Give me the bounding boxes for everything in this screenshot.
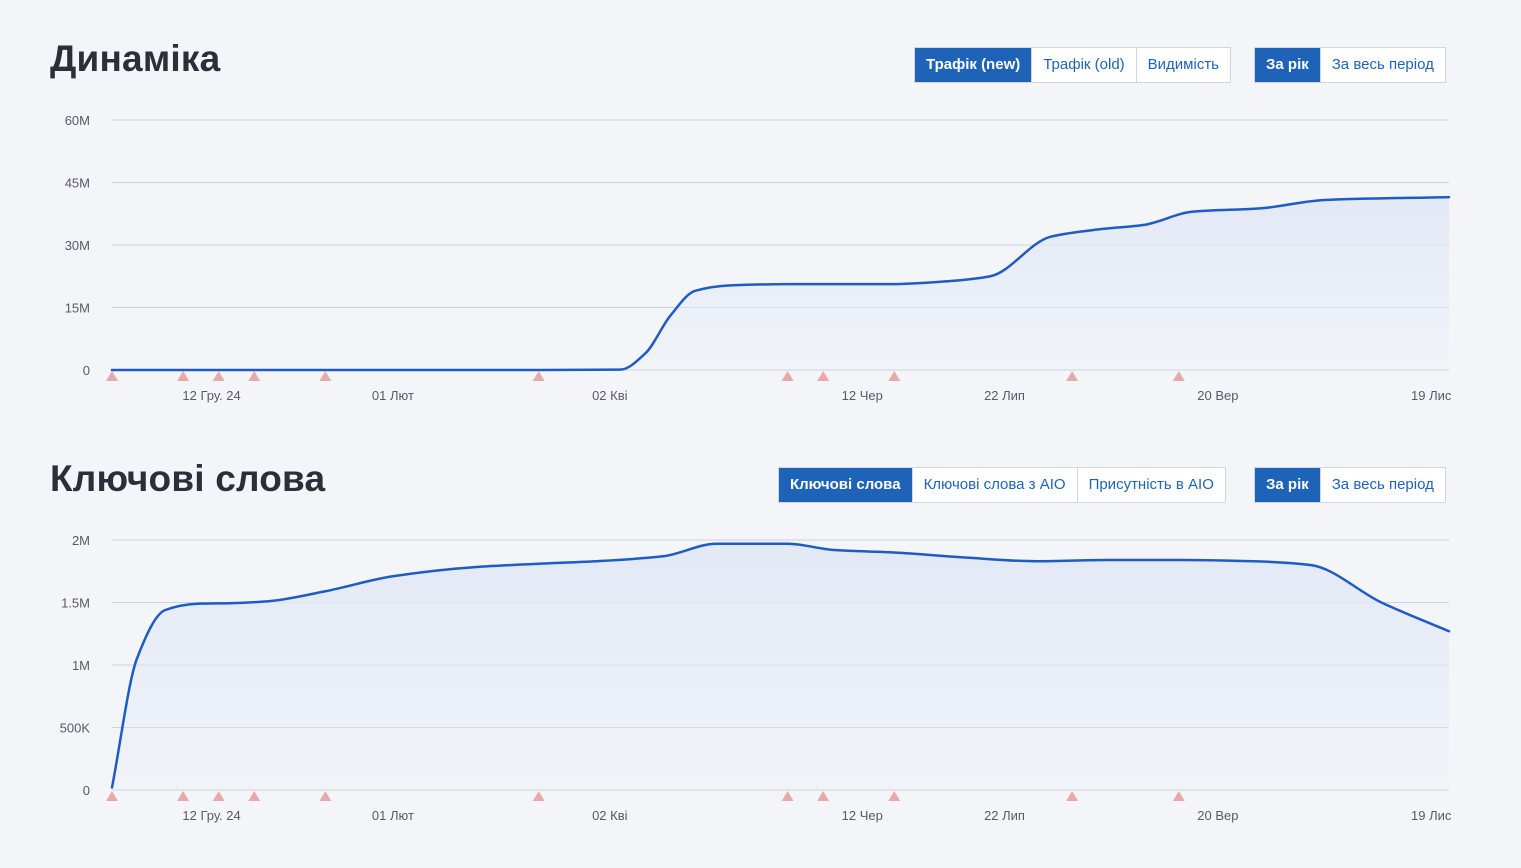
event-marker[interactable] [532, 371, 545, 381]
y-tick-label: 2M [72, 533, 90, 548]
event-marker[interactable] [817, 371, 830, 381]
event-marker[interactable] [888, 791, 901, 801]
event-marker[interactable] [177, 371, 190, 381]
tab-traffic-new[interactable]: Трафік (new) [915, 48, 1032, 82]
event-marker[interactable] [1172, 371, 1185, 381]
series-line [110, 542, 1451, 789]
event-marker[interactable] [106, 371, 118, 381]
y-tick-label: 0 [83, 783, 90, 798]
series-line [110, 195, 1451, 372]
traffic-section-title: Динаміка [50, 38, 221, 79]
event-marker[interactable] [248, 371, 261, 381]
x-tick-label: 19 Лис [1411, 388, 1452, 403]
y-tick-label: 1M [72, 658, 90, 673]
event-marker[interactable] [781, 371, 794, 381]
x-tick-label: 12 Гру. 24 [182, 808, 240, 823]
y-tick-label: 15M [65, 301, 90, 316]
y-tick-label: 30M [65, 238, 90, 253]
x-tick-label: 20 Вер [1197, 808, 1238, 823]
x-tick-label: 12 Чер [842, 808, 883, 823]
period-year-button[interactable]: За рік [1255, 48, 1320, 82]
tab-keywords[interactable]: Ключові слова [779, 468, 912, 502]
x-tick-label: 19 Лис [1411, 808, 1452, 823]
x-tick-label: 01 Лют [372, 808, 414, 823]
event-marker[interactable] [781, 791, 794, 801]
traffic-chart: 0 15M 30M 45M 60M 12 Гру. 24 01 Лют 02 Кві 12 Че… [65, 113, 1452, 403]
tab-visibility[interactable]: Видимість [1135, 48, 1231, 82]
event-marker[interactable] [1172, 791, 1185, 801]
x-tick-label: 20 Вер [1197, 388, 1238, 403]
x-tick-label: 22 Лип [984, 808, 1025, 823]
traffic-section: Динаміка Трафік (new) Трафік (old) Видим… [0, 0, 1521, 430]
y-tick-label: 60M [65, 113, 90, 128]
event-marker[interactable] [1066, 371, 1079, 381]
event-marker[interactable] [532, 791, 545, 801]
y-tick-label: 500K [60, 721, 91, 736]
event-marker[interactable] [212, 371, 225, 381]
event-marker[interactable] [212, 791, 225, 801]
tab-keywords-aio[interactable]: Ключові слова з AIO [911, 468, 1077, 502]
keywords-section: Ключові слова Ключові слова Ключові слов… [0, 420, 1521, 850]
traffic-metric-tabs: Трафік (new) Трафік (old) Видимість [914, 47, 1232, 83]
event-marker[interactable] [319, 371, 332, 381]
x-tick-label: 12 Гру. 24 [182, 388, 240, 403]
traffic-period-tabs: За рік За весь період [1254, 47, 1446, 83]
tab-traffic-old[interactable]: Трафік (old) [1031, 48, 1136, 82]
y-tick-label: 45M [65, 176, 90, 191]
keywords-period-tabs: За рік За весь період [1254, 467, 1446, 503]
event-marker[interactable] [319, 791, 332, 801]
period-all-time-button[interactable]: За весь період [1319, 468, 1445, 502]
period-all-time-button[interactable]: За весь період [1319, 48, 1445, 82]
event-marker[interactable] [888, 371, 901, 381]
series-area [112, 543, 1449, 790]
x-tick-label: 01 Лют [372, 388, 414, 403]
series-area [112, 197, 1449, 370]
keywords-chart: 0 500K 1M 1.5M 2M 12 Гру. 24 01 Лют 02 Кві 12 Че… [60, 533, 1452, 823]
x-tick-label: 12 Чер [842, 388, 883, 403]
event-marker[interactable] [1066, 791, 1079, 801]
x-tick-label: 22 Лип [984, 388, 1025, 403]
period-year-button[interactable]: За рік [1255, 468, 1320, 502]
event-marker[interactable] [248, 791, 261, 801]
keywords-section-title: Ключові слова [50, 458, 326, 499]
event-marker[interactable] [177, 791, 190, 801]
keywords-metric-tabs: Ключові слова Ключові слова з AIO Присут… [778, 467, 1226, 503]
x-tick-label: 02 Кві [592, 388, 628, 403]
event-marker[interactable] [817, 791, 830, 801]
y-tick-label: 0 [83, 363, 90, 378]
tab-presence-aio[interactable]: Присутність в AIO [1076, 468, 1225, 502]
y-tick-label: 1.5M [61, 596, 90, 611]
event-marker[interactable] [106, 791, 118, 801]
x-tick-label: 02 Кві [592, 808, 628, 823]
